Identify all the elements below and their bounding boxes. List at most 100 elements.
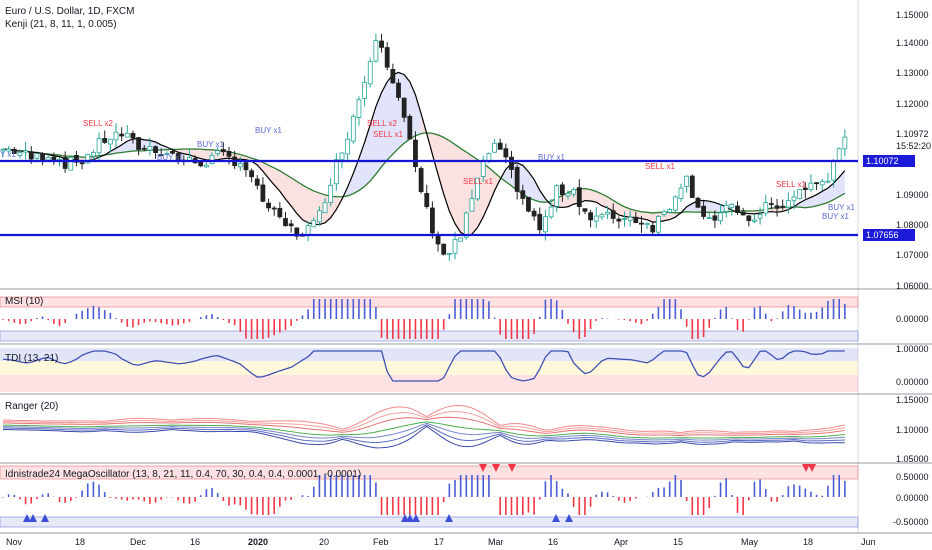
mega-label: 0.00000 xyxy=(896,493,929,503)
candle-body xyxy=(605,211,610,215)
buy-triangle-icon xyxy=(29,514,37,522)
candle-body xyxy=(780,205,786,208)
ma-cloud xyxy=(522,165,529,198)
sell-triangle-icon xyxy=(492,464,500,472)
ranger-band-line xyxy=(2,405,845,434)
ranger-band-line xyxy=(2,422,845,441)
ma-cloud xyxy=(455,144,461,233)
candle-body xyxy=(593,215,599,222)
ma-cloud xyxy=(364,124,371,187)
candle-body xyxy=(316,210,322,223)
candle-body xyxy=(480,160,486,177)
ma-cloud xyxy=(110,148,116,155)
tdi-title[interactable]: TDI (13, 21) xyxy=(5,353,59,364)
fast-ma-line xyxy=(2,71,846,236)
ranger-label: 1.15000 xyxy=(896,395,929,405)
ma-cloud xyxy=(432,133,439,175)
candle-body xyxy=(243,162,249,171)
sell-signal-label: SELL x2 xyxy=(83,119,113,128)
time-label: Mar xyxy=(488,537,504,547)
candle-body xyxy=(797,189,803,200)
ma-cloud xyxy=(618,203,625,217)
candle-body xyxy=(627,216,633,221)
candle-body xyxy=(565,192,571,197)
candle-body xyxy=(362,81,368,99)
candle-body xyxy=(119,133,125,137)
symbol-title[interactable]: Euro / U.S. Dollar, 1D, FXCM xyxy=(5,6,135,17)
ma-cloud xyxy=(584,188,591,202)
candle-body xyxy=(424,193,430,207)
ma-cloud xyxy=(714,202,721,213)
time-label: 17 xyxy=(434,537,445,547)
candle-body xyxy=(514,166,520,192)
ma-cloud xyxy=(415,94,422,136)
candle-body xyxy=(237,163,243,168)
candle-body xyxy=(79,162,85,165)
time-label: 18 xyxy=(75,537,86,547)
candle-body xyxy=(639,222,644,225)
candle-body xyxy=(650,225,656,233)
candle-body xyxy=(571,189,577,195)
candle-body xyxy=(91,152,96,157)
ranger-band-line xyxy=(2,425,845,449)
candle-body xyxy=(220,149,226,153)
candle-body xyxy=(599,214,605,218)
candle-body xyxy=(441,243,447,255)
candle-body xyxy=(678,187,684,200)
candle-body xyxy=(288,223,294,227)
ma-cloud xyxy=(630,209,636,218)
candle-body xyxy=(752,219,757,222)
candle-body xyxy=(656,216,661,233)
candle-body xyxy=(622,218,627,220)
candle-body xyxy=(616,218,622,222)
candle-body xyxy=(503,148,509,158)
candle-body xyxy=(791,196,797,201)
candle-body xyxy=(407,115,413,140)
time-label: 18 xyxy=(803,537,814,547)
ma-cloud xyxy=(127,139,133,152)
sell-signal-label: SELL x2 xyxy=(367,119,397,128)
candle-body xyxy=(124,132,130,138)
ranger-title[interactable]: Ranger (20) xyxy=(5,401,59,412)
candle-body xyxy=(452,239,458,254)
candle-body xyxy=(644,223,650,226)
mega-label: -0.50000 xyxy=(893,517,929,527)
buy-signal-label: BUY x1 xyxy=(538,153,565,162)
last-price-label: 1.10972 xyxy=(896,129,929,139)
time-label: Nov xyxy=(6,537,23,547)
candle-body xyxy=(345,138,351,155)
ma-cloud xyxy=(449,140,455,224)
candle-body xyxy=(712,215,718,221)
ma-cloud xyxy=(279,170,286,200)
time-label: Feb xyxy=(373,537,389,547)
ma-cloud xyxy=(488,167,495,205)
ma-cloud xyxy=(195,149,201,159)
sell-signal-label: SELL x1 xyxy=(645,162,675,171)
indicator-legend-kenji[interactable]: Kenji (21, 8, 11, 1, 0.005) xyxy=(5,19,117,30)
candle-body xyxy=(543,216,548,233)
candle-body xyxy=(401,97,407,118)
buy-triangle-icon xyxy=(23,514,31,522)
candle-body xyxy=(509,156,514,170)
candle-body xyxy=(735,205,740,214)
megaoscillator-title[interactable]: Idnistrade24 MegaOscillator (13, 8, 21, … xyxy=(5,469,362,480)
ma-cloud xyxy=(534,179,540,202)
ranger-band-line xyxy=(2,416,845,437)
ma-cloud xyxy=(822,188,828,205)
candle-body xyxy=(723,204,729,212)
buy-signal-label: BUY x1 xyxy=(197,140,224,149)
time-label: Jun xyxy=(861,537,876,547)
msi-title[interactable]: MSI (10) xyxy=(5,296,44,307)
buy-signal-label: BUY x1 xyxy=(828,203,855,212)
candle-body xyxy=(802,187,808,190)
candle-body xyxy=(396,82,401,98)
candle-body xyxy=(164,153,170,155)
candle-body xyxy=(497,142,503,150)
candle-body xyxy=(819,181,825,186)
sell-signal-label: SELL x1 xyxy=(463,177,493,186)
msi-overbought-band xyxy=(0,296,859,308)
candle-body xyxy=(147,146,153,151)
